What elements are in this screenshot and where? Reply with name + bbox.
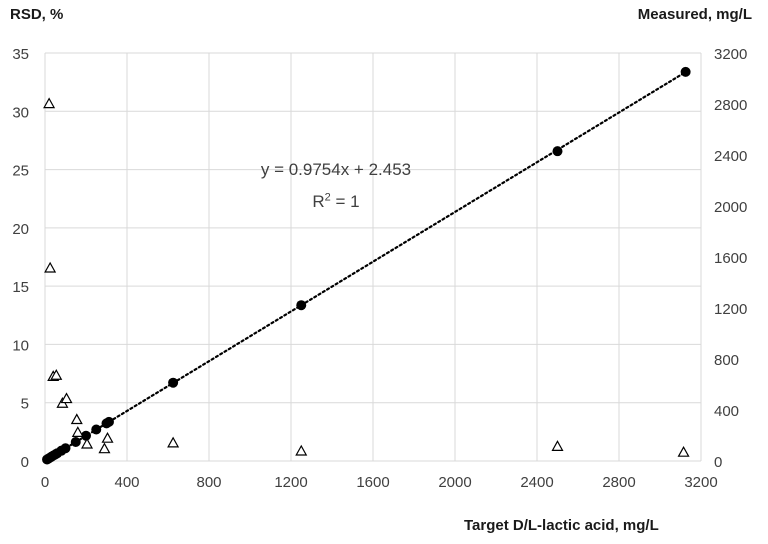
measured-point	[70, 437, 81, 448]
rsd-point	[551, 440, 564, 451]
measured-point	[168, 377, 179, 388]
measured-point	[552, 146, 563, 157]
x-tick-label: 2800	[602, 474, 635, 491]
rsd-point	[101, 431, 114, 443]
left-y-tick-label: 20	[12, 221, 29, 238]
left-y-tick-label: 15	[12, 279, 29, 296]
right-y-tick-labels: 0 400 800 1200 1600 2000 2400 2800 3200	[714, 46, 747, 471]
r2-suffix: = 1	[330, 192, 360, 211]
right-y-tick-label: 400	[714, 403, 739, 420]
measured-point	[81, 430, 91, 441]
x-tick-label: 800	[196, 474, 221, 491]
rsd-point	[167, 436, 180, 448]
rsd-point	[81, 437, 94, 449]
right-y-tick-label: 800	[714, 352, 739, 369]
right-y-axis-title: Measured, mg/L	[637, 6, 752, 23]
x-axis-title: Target D/L-lactic acid, mg/L	[464, 517, 659, 534]
rsd-point	[43, 97, 56, 109]
left-y-tick-label: 5	[21, 396, 29, 413]
left-y-tick-label: 0	[21, 454, 29, 471]
data-marks	[42, 66, 691, 465]
right-y-tick-label: 2800	[714, 97, 747, 114]
x-tick-label: 3200	[684, 474, 717, 491]
grid-lines	[44, 52, 702, 462]
rsd-point	[71, 426, 84, 437]
measured-point	[91, 424, 102, 435]
x-tick-label: 400	[114, 474, 139, 491]
trendline-group	[43, 70, 687, 462]
rsd-point	[50, 369, 63, 380]
measured-point	[680, 66, 691, 77]
x-tick-label: 1200	[274, 474, 307, 491]
left-y-axis-title: RSD, %	[10, 6, 64, 23]
right-y-tick-label: 1600	[714, 250, 747, 267]
x-tick-label: 0	[41, 474, 49, 491]
x-tick-label: 2000	[438, 474, 471, 491]
measured-point	[103, 416, 114, 427]
x-tick-label: 1600	[356, 474, 389, 491]
right-y-tick-label: 1200	[714, 301, 747, 318]
right-y-tick-label: 2400	[714, 148, 747, 165]
left-y-tick-label: 10	[12, 337, 29, 354]
measured-point	[296, 300, 307, 311]
right-y-tick-label: 3200	[714, 46, 747, 63]
right-y-tick-label: 0	[714, 454, 722, 471]
trendline	[43, 70, 687, 462]
rsd-point	[98, 442, 111, 454]
r2-prefix: R	[312, 192, 325, 211]
rsd-point	[70, 413, 83, 425]
rsd-point	[44, 261, 57, 273]
x-tick-labels: 0 400 800 1200 1600 2000 2400 2800 3200	[41, 474, 718, 491]
measured-point	[60, 443, 71, 454]
left-y-tick-labels: 0 5 10 15 20 25 30 35	[12, 46, 29, 471]
rsd-point	[295, 444, 308, 456]
trendline-equation: y = 0.9754x + 2.453	[260, 160, 412, 179]
left-y-tick-label: 30	[12, 104, 29, 121]
right-y-tick-label: 2000	[714, 199, 747, 216]
left-y-tick-label: 25	[12, 163, 29, 180]
rsd-point	[677, 445, 690, 457]
r-squared-label: R2 = 1	[236, 192, 436, 212]
left-y-tick-label: 35	[12, 46, 29, 63]
r2-superscript: 2	[324, 191, 331, 204]
x-tick-label: 2400	[520, 474, 553, 491]
rsd-point	[60, 392, 73, 404]
